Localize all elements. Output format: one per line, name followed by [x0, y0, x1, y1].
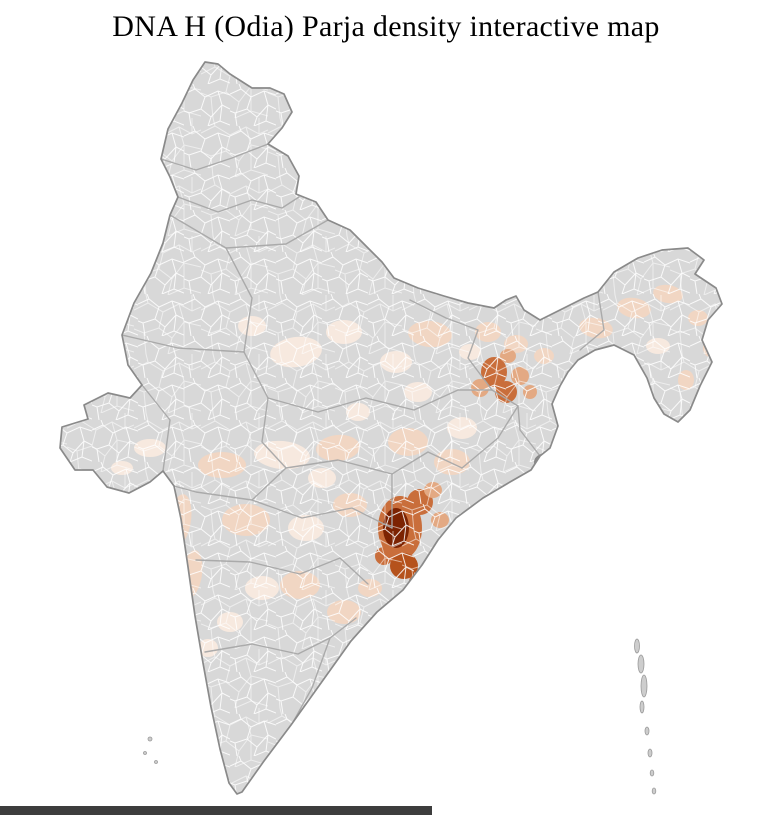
map-title: DNA H (Odia) Parja density interactive m…	[112, 10, 660, 43]
district-patch[interactable]	[592, 385, 608, 399]
bottom-bar	[0, 806, 432, 815]
river-delta-region	[534, 453, 560, 471]
state-borders	[121, 143, 615, 725]
district-patch[interactable]	[616, 370, 636, 386]
lakshadweep-islands[interactable]	[143, 736, 158, 764]
country-outline	[59, 61, 723, 795]
andaman-islands[interactable]	[634, 638, 657, 795]
river-delta-region-2	[552, 444, 564, 456]
